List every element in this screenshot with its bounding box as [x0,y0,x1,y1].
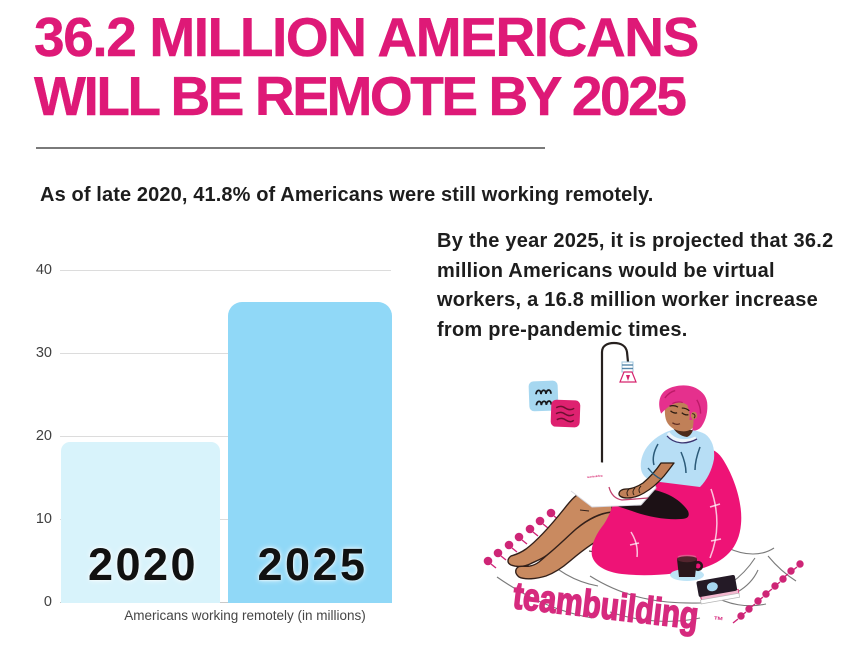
svg-text:™: ™ [713,615,724,627]
svg-text:teambuilding: teambuilding [587,474,603,479]
svg-text:teambuilding: teambuilding [511,575,701,638]
